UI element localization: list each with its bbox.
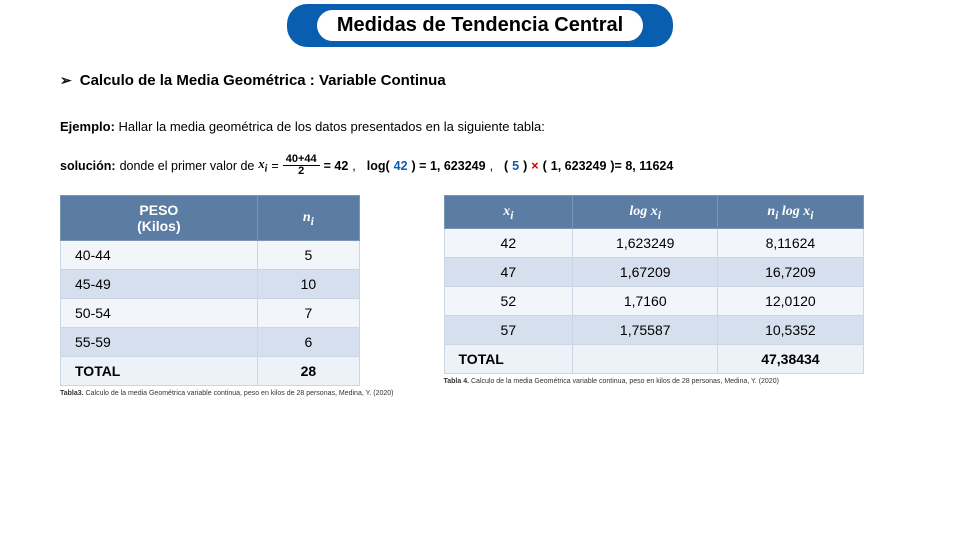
t2-r0-xi: 42 (444, 228, 573, 257)
eq-result: = 42 (324, 159, 349, 173)
t2-r1-xi: 47 (444, 257, 573, 286)
t1-total-label: TOTAL (61, 357, 258, 386)
table-row: 55-59 6 (61, 328, 360, 357)
t1-r1-peso: 45-49 (61, 270, 258, 299)
log-label: log( (367, 159, 390, 173)
equals-icon: = (271, 159, 278, 173)
solution-row: solución: donde el primer valor de xi = … (60, 154, 900, 177)
t1-r2-n: 7 (257, 299, 359, 328)
page-title: Medidas de Tendencia Central (317, 10, 643, 41)
log-close: ) = 1, 623249 (412, 159, 486, 173)
table2-h2: ni log xi (718, 196, 863, 229)
table-row: 47 1,67209 16,7209 (444, 257, 863, 286)
ejemplo-row: Ejemplo: Hallar la media geométrica de l… (60, 119, 900, 134)
xi-symbol: xi (258, 157, 267, 175)
mult-open: ( (504, 159, 508, 173)
t2-total-nlog: 47,38434 (718, 344, 863, 373)
t1-r3-n: 6 (257, 328, 359, 357)
table2-h1: log xi (573, 196, 718, 229)
log-arg: 42 (394, 159, 408, 173)
fraction-denominator: 2 (295, 166, 307, 177)
table1-h1: ni (257, 196, 359, 241)
bullet-arrow-icon: ➢ (60, 72, 72, 89)
tables-row: PESO(Kilos) ni 40-44 5 45-49 10 50-54 7 … (60, 195, 900, 398)
table-row: 42 1,623249 8,11624 (444, 228, 863, 257)
title-pill: Medidas de Tendencia Central (287, 4, 673, 47)
mult-close: ) (523, 159, 527, 173)
t2-r2-xi: 52 (444, 286, 573, 315)
table1-caption: Tabla3. Calculo de la media Geométrica v… (60, 390, 394, 398)
mult-n: 5 (512, 159, 519, 173)
t2-total-label: TOTAL (444, 344, 573, 373)
table1: PESO(Kilos) ni 40-44 5 45-49 10 50-54 7 … (60, 195, 360, 386)
mult-paren-open: ( (543, 159, 547, 173)
comma-2: , (490, 159, 500, 173)
t1-r0-peso: 40-44 (61, 241, 258, 270)
mult-paren-close: )= 8, 11624 (610, 159, 673, 173)
table-row: 50-54 7 (61, 299, 360, 328)
mult-val: 1, 623249 (551, 159, 607, 173)
table2: xi log xi ni log xi 42 1,623249 8,11624 … (444, 195, 864, 374)
t2-total-blank (573, 344, 718, 373)
xi-sub: i (265, 163, 268, 174)
table1-caption-text: Calculo de la media Geométrica variable … (86, 390, 394, 397)
t2-r0-nlog: 8,11624 (718, 228, 863, 257)
table1-wrap: PESO(Kilos) ni 40-44 5 45-49 10 50-54 7 … (60, 195, 394, 398)
solution-lead: donde el primer valor de (120, 159, 255, 173)
t1-total-n: 28 (257, 357, 359, 386)
mult-sign: × (531, 159, 538, 173)
table1-h0: PESO(Kilos) (61, 196, 258, 241)
table1-caption-label: Tabla3. (60, 390, 84, 397)
ejemplo-text: Hallar la media geométrica de los datos … (119, 119, 545, 134)
section-heading: Calculo de la Media Geométrica : Variabl… (80, 72, 446, 89)
t2-r1-log: 1,67209 (573, 257, 718, 286)
table2-wrap: xi log xi ni log xi 42 1,623249 8,11624 … (444, 195, 864, 386)
table-row: 52 1,7160 12,0120 (444, 286, 863, 315)
t2-r2-log: 1,7160 (573, 286, 718, 315)
section-heading-row: ➢ Calculo de la Media Geométrica : Varia… (60, 72, 900, 89)
t1-r0-n: 5 (257, 241, 359, 270)
t2-r3-xi: 57 (444, 315, 573, 344)
table1-header-row: PESO(Kilos) ni (61, 196, 360, 241)
t1-r2-peso: 50-54 (61, 299, 258, 328)
t2-r3-log: 1,75587 (573, 315, 718, 344)
fraction: 40+44 2 (283, 154, 320, 177)
t1-r1-n: 10 (257, 270, 359, 299)
table2-caption-text: Calculo de la media Geométrica variable … (471, 378, 779, 385)
solution-label: solución: (60, 159, 116, 173)
table2-header-row: xi log xi ni log xi (444, 196, 863, 229)
table-row: 45-49 10 (61, 270, 360, 299)
table-row: 57 1,75587 10,5352 (444, 315, 863, 344)
table-row: 40-44 5 (61, 241, 360, 270)
t2-r1-nlog: 16,7209 (718, 257, 863, 286)
t1-r3-peso: 55-59 (61, 328, 258, 357)
table2-caption: Tabla 4. Calculo de la media Geométrica … (444, 378, 864, 386)
table1-total-row: TOTAL 28 (61, 357, 360, 386)
slide: Medidas de Tendencia Central ➢ Calculo d… (0, 0, 960, 540)
ejemplo-label: Ejemplo: (60, 119, 115, 134)
comma-1: , (352, 159, 362, 173)
table2-caption-label: Tabla 4. (444, 378, 470, 385)
t2-r2-nlog: 12,0120 (718, 286, 863, 315)
table2-h0: xi (444, 196, 573, 229)
t2-r3-nlog: 10,5352 (718, 315, 863, 344)
table2-total-row: TOTAL 47,38434 (444, 344, 863, 373)
t2-r0-log: 1,623249 (573, 228, 718, 257)
